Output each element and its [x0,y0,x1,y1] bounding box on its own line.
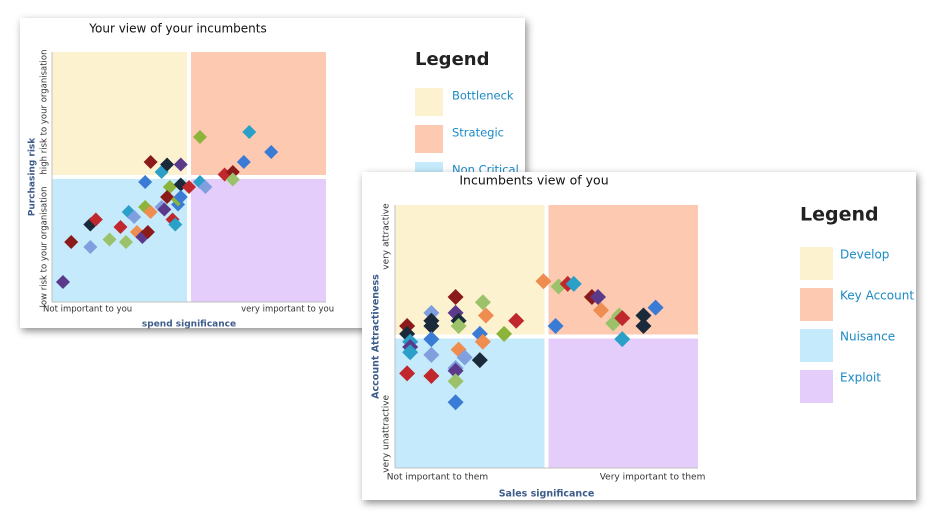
scatter-point [160,190,175,204]
scatter-point [143,155,158,169]
scatter-point [225,165,240,179]
scatter-point [198,180,213,194]
scatter-point [423,331,440,348]
scatter-point [635,307,652,324]
scatter-point [547,317,564,334]
legend-swatch [800,247,833,280]
scatter-point [565,275,582,292]
chart-title: Incumbents view of you [459,173,608,188]
scatter-point [182,180,196,194]
legend-title: Legend [415,49,489,70]
scatter-point [614,331,631,348]
scatter-point [113,220,128,234]
scatter-point [447,394,464,411]
chart-title: Your view of your incumbents [88,22,266,36]
legend-swatch [800,288,833,321]
scatter-point [55,275,70,289]
legend-swatch [800,329,833,362]
legend-swatch [800,370,833,403]
legend-label: Strategic [452,126,504,140]
x-axis-label: spend significance [142,320,236,330]
x-tick-label: Very important to them [600,473,706,483]
quadrant [52,52,189,177]
quadrant [189,52,326,177]
x-tick-label: Not important to you [43,305,132,315]
scatter-point [225,172,240,187]
scatter-point [157,202,172,217]
scatter-point [447,289,464,306]
y-tick-label: low risk to your organisation [40,187,50,308]
scatter-point [168,217,183,232]
quadrant [546,336,698,468]
chart-card: Incumbents view of you Sales significance… [362,172,916,500]
scatter-point [160,157,175,172]
scatter-point [192,130,207,144]
y-tick-label: very attractive [382,203,392,270]
scatter-point [423,367,440,384]
scatter-point [474,294,491,311]
y-axis-label: Purchasing risk [28,137,38,217]
scatter-point [593,302,610,319]
scatter-point [162,180,177,194]
scatter-point [496,325,513,342]
scatter-point [477,307,494,324]
scatter-point [590,289,607,306]
scatter-point [173,157,188,172]
legend-swatch [415,88,443,116]
scatter-point [64,235,79,249]
scatter-point [242,125,257,139]
scatter-point [447,362,464,379]
scatter-point [127,210,142,224]
scatter-point [423,346,440,363]
scatter-point [508,312,525,329]
scatter-point [83,240,98,254]
scatter-point [143,205,158,219]
scatter-point [138,175,153,189]
legend-label: Develop [840,248,889,262]
scatter-point [450,317,467,334]
x-axis-label: Sales significance [499,489,595,500]
scatter-point [647,299,664,316]
scatter-point [447,373,464,390]
scatter-point [614,310,631,327]
scatter-point [140,225,155,239]
scatter-point [399,365,416,382]
scatter-point [402,344,419,361]
y-tick-label: very unattractive [382,394,392,472]
legend-label: Exploit [840,371,881,385]
scatter-point [635,317,652,334]
scatter-point [535,273,552,290]
legend-label: Bottleneck [452,89,514,103]
scatter-point [471,352,488,369]
legend-swatch [415,125,443,153]
x-tick-label: very important to you [241,305,334,315]
legend-label: Nuisance [840,330,895,344]
y-tick-label: high risk to your organisation [40,49,50,174]
scatter-point [456,349,473,366]
scatter-point [102,232,117,247]
scatter-point [264,145,279,159]
quadrant [189,177,326,302]
y-axis-label: Account Attractiveness [371,274,382,399]
quadrant [395,205,547,337]
scatter-point [88,212,103,227]
scatter-point [423,317,440,334]
scatter-point [474,333,491,350]
legend-title: Legend [800,204,879,226]
scatter-point [173,190,188,204]
scatter-point [118,235,133,249]
x-tick-label: Not important to them [387,473,488,483]
scatter-point [236,155,251,169]
legend-label: Key Account [840,289,914,303]
